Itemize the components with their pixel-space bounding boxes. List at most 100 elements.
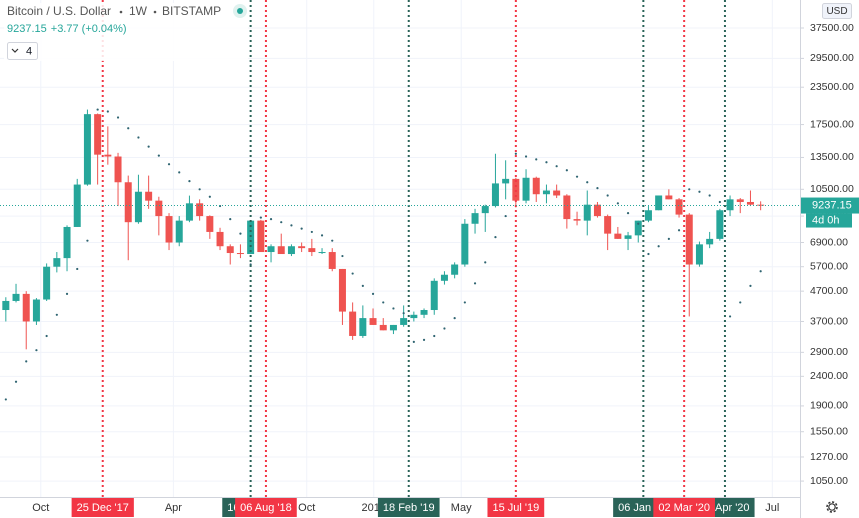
sar-dot — [555, 165, 558, 168]
price-change: +3.77 (+0.04%) — [51, 23, 127, 35]
sar-dot — [688, 188, 691, 191]
plot-area — [0, 0, 800, 497]
sar-dot — [698, 190, 701, 193]
sar-dot — [14, 380, 18, 383]
candle-body — [675, 199, 683, 215]
axis-labels: 37500.00 29500.00 23500.00 17500.00 13500.00… — [32, 22, 859, 517]
sar-dot — [310, 230, 313, 234]
candle-body — [318, 252, 326, 254]
candle-body — [461, 223, 469, 265]
candle-body — [716, 210, 724, 239]
candle-body — [216, 231, 224, 247]
y-tick-label: 5700.00 — [810, 260, 848, 272]
signal-label: 06 Aug '18 — [235, 498, 297, 517]
candle-body — [491, 183, 499, 207]
sar-dot — [341, 254, 344, 258]
sar-dot — [65, 292, 69, 295]
sar-dot — [300, 227, 303, 230]
y-tick-label: 17500.00 — [810, 118, 854, 130]
signal-label-text: 02 Mar '20 — [658, 502, 710, 514]
candle-body — [165, 216, 173, 243]
last-price: 9237.15 — [7, 23, 47, 35]
candle-body — [522, 177, 530, 201]
y-tick-label: 10500.00 — [810, 183, 854, 195]
x-tick-label: Oct — [298, 502, 315, 514]
candle-body — [247, 220, 255, 255]
price-tag: 9237.15 — [812, 199, 852, 211]
sar-dot — [86, 239, 89, 242]
x-tick-label: Apr — [165, 502, 182, 514]
sar-dot — [382, 301, 385, 304]
candle-body — [389, 324, 397, 331]
candle-body — [267, 246, 275, 253]
candle-body — [114, 156, 122, 183]
market-status-dot — [237, 8, 243, 14]
sar-dot — [545, 161, 548, 164]
sar-dot — [45, 334, 48, 338]
sar-dot — [96, 108, 99, 111]
currency-badge[interactable] — [822, 3, 852, 19]
candle-body — [134, 191, 142, 223]
y-tick-label: 1270.00 — [810, 451, 848, 463]
y-tick-label: 13500.00 — [810, 151, 854, 163]
currency: USD — [826, 6, 847, 17]
x-tick-label: Oct — [32, 502, 49, 514]
candle-body — [369, 318, 377, 325]
candle-body — [532, 177, 540, 195]
candle-body — [502, 178, 510, 184]
signal-label-bg — [653, 498, 715, 517]
candle-body — [124, 182, 132, 223]
candle-body — [685, 214, 693, 265]
exchange: BITSTAMP — [162, 4, 221, 18]
candle-body — [308, 248, 316, 253]
sar-dot — [106, 110, 109, 113]
y-tick-label: 1050.00 — [810, 475, 848, 487]
signal-label: 18 Feb '19 — [377, 498, 440, 517]
candle-body — [624, 235, 632, 239]
indicator-count: 4 — [26, 45, 32, 57]
sar-dot — [331, 239, 334, 242]
sar-dot — [718, 200, 721, 204]
x-tick-label: Jul — [765, 502, 779, 514]
chevron — [11, 48, 19, 53]
sar-dot — [677, 229, 681, 232]
candle-body — [736, 199, 744, 202]
candle-body — [43, 266, 51, 300]
sar-dot — [351, 272, 354, 275]
sar-dot — [290, 224, 293, 227]
indicators-toggle[interactable] — [7, 42, 38, 60]
sar-dot — [35, 349, 38, 352]
candle-body — [634, 220, 642, 236]
signal-label-text: 18 Feb '19 — [383, 502, 435, 514]
sar-dot — [657, 245, 660, 248]
sar-dot — [422, 338, 426, 341]
candle-body — [206, 216, 214, 232]
candle-body — [400, 318, 408, 325]
candle-body — [32, 299, 40, 322]
candle-body — [379, 324, 387, 331]
sar-dot — [596, 186, 599, 190]
candle-body — [604, 216, 612, 234]
sar-dot — [361, 284, 364, 287]
settings-button[interactable] — [826, 501, 838, 513]
signal-label: 02 Mar '20 — [653, 498, 715, 517]
candle-body — [257, 220, 265, 253]
candle-body — [155, 200, 163, 217]
sar-dot — [371, 292, 375, 295]
candle-body — [2, 300, 10, 311]
sar-dot — [463, 301, 466, 304]
separator — [119, 10, 123, 14]
sar-dot — [647, 252, 650, 256]
candle-body — [328, 252, 336, 269]
sar-dot — [320, 234, 324, 237]
y-tick-label: 1550.00 — [810, 426, 848, 438]
candle-body — [573, 219, 581, 221]
x-tick-label: May — [451, 502, 472, 514]
candle-body — [614, 233, 622, 239]
sar-dot — [412, 340, 415, 343]
sar-dot — [749, 284, 752, 287]
gear-teeth — [826, 501, 838, 513]
signal-label: 25 Dec '17 — [71, 498, 134, 517]
